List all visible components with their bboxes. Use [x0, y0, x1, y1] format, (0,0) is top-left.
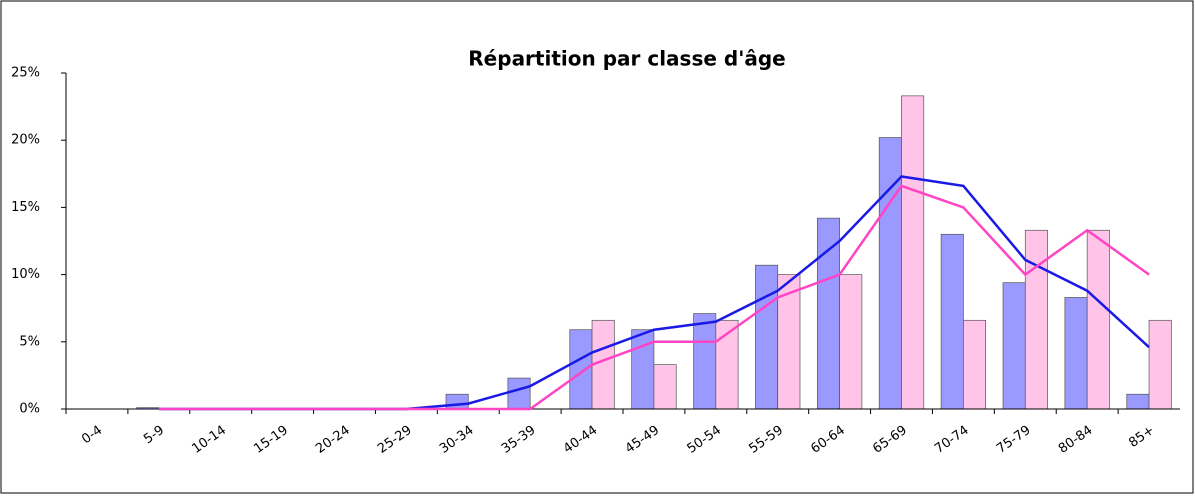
bar [445, 393, 469, 410]
y-tick-label: 20% [11, 133, 40, 148]
bar [1086, 229, 1110, 410]
bar [816, 217, 840, 410]
bar [1148, 319, 1172, 410]
bar [1002, 282, 1026, 410]
y-tick-label: 15% [11, 200, 40, 215]
y-tick-label: 0% [19, 402, 40, 417]
bar [1126, 393, 1150, 410]
bar [940, 233, 964, 410]
bar [1024, 229, 1048, 410]
bar [653, 364, 677, 410]
bar [755, 264, 779, 410]
bar [569, 329, 593, 410]
bar [507, 377, 531, 410]
bar [693, 313, 717, 410]
bar [963, 319, 987, 410]
bar [631, 329, 655, 410]
bar [839, 274, 863, 410]
bar [901, 95, 925, 410]
bar [777, 274, 801, 410]
y-tick-label: 25% [11, 66, 40, 81]
y-tick-label: 10% [11, 267, 40, 282]
y-tick-label: 5% [19, 334, 40, 349]
bar [1064, 297, 1088, 410]
chart-title: Répartition par classe d'âge [468, 47, 785, 71]
line [158, 184, 1150, 411]
